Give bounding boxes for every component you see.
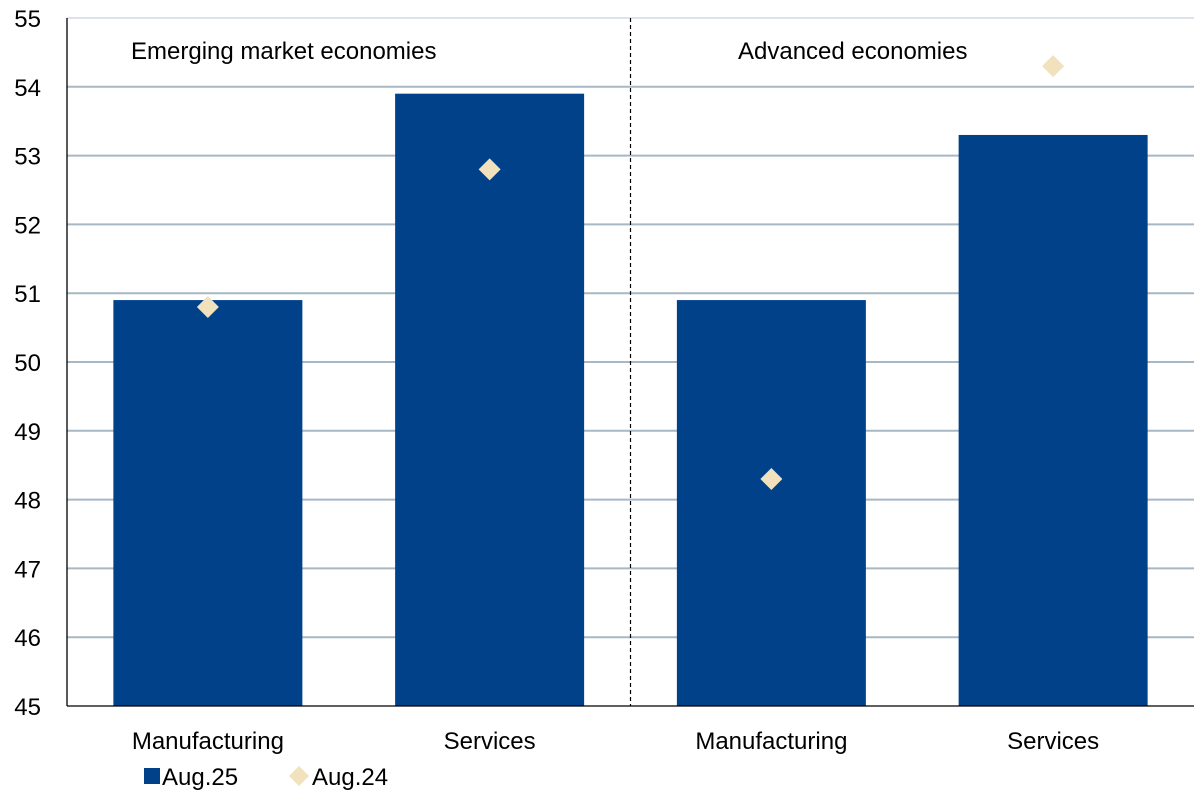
y-tick-label: 52 (14, 212, 41, 239)
group-label: Emerging market economies (131, 38, 436, 65)
marker-diamond (478, 158, 501, 181)
y-tick-label: 54 (14, 75, 41, 102)
legend-label: Aug.25 (162, 764, 238, 791)
bar (395, 93, 585, 707)
bar (676, 300, 866, 706)
axes (66, 18, 1194, 707)
group-labels: Emerging market economies Advanced econom… (131, 38, 967, 65)
y-tick-label: 46 (14, 625, 41, 652)
legend: Aug.25 Aug.24 (144, 764, 388, 791)
bar (958, 134, 1148, 706)
marker-diamond (1042, 55, 1065, 78)
y-tick-label: 47 (14, 556, 41, 583)
legend-swatch-bar (144, 768, 160, 784)
bars (113, 93, 1148, 707)
markers (196, 55, 1065, 490)
bar (113, 300, 303, 706)
y-tick-labels: 45 46 47 48 49 50 51 52 53 54 55 (14, 6, 41, 721)
y-tick-label: 53 (14, 144, 41, 171)
y-tick-label: 51 (14, 281, 41, 308)
y-tick-label: 50 (14, 350, 41, 377)
group-label: Advanced economies (738, 38, 967, 65)
legend-label: Aug.24 (312, 764, 388, 791)
category-label: Services (444, 728, 536, 755)
y-tick-label: 45 (14, 694, 41, 721)
category-label: Manufacturing (695, 728, 847, 755)
y-tick-label: 49 (14, 419, 41, 446)
legend-swatch-diamond (289, 766, 309, 786)
marker-diamond (196, 295, 219, 318)
category-labels: Manufacturing Services Manufacturing Servic… (132, 728, 1099, 755)
y-tick-label: 55 (14, 6, 41, 33)
category-label: Manufacturing (132, 728, 284, 755)
category-label: Services (1007, 728, 1099, 755)
marker-diamond (760, 467, 783, 490)
y-tick-label: 48 (14, 488, 41, 515)
